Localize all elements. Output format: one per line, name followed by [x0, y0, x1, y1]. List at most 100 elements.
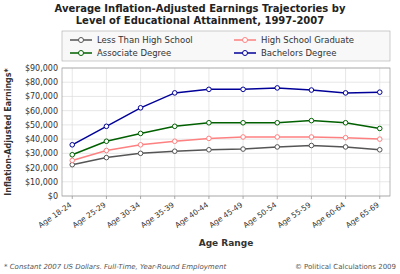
title-line: Average Inflation-Adjusted Earnings Traj…	[55, 3, 346, 14]
x-grid	[72, 68, 73, 196]
series-marker	[207, 136, 212, 141]
series-marker	[104, 155, 109, 160]
title-line: Level of Educational Attainment, 1997-20…	[76, 15, 325, 26]
x-grid	[106, 68, 107, 196]
series-marker	[172, 124, 177, 129]
series-marker	[275, 145, 280, 150]
series-marker	[207, 120, 212, 125]
series-marker	[207, 87, 212, 92]
x-grid	[311, 68, 312, 196]
series-marker	[377, 137, 382, 142]
series-marker	[138, 143, 143, 148]
series-marker	[241, 135, 246, 140]
x-tick	[208, 196, 209, 199]
y-tick-label: $0	[48, 192, 58, 201]
legend: Less Than High School High School Graduat…	[62, 31, 390, 61]
y-grid	[62, 167, 390, 168]
series-marker	[309, 135, 314, 140]
legend-frame	[62, 31, 390, 61]
x-tick	[72, 196, 73, 199]
legend-marker	[79, 51, 84, 56]
series-marker	[104, 124, 109, 129]
legend-marker	[243, 51, 248, 56]
legend-marker	[243, 38, 248, 43]
series-line	[72, 88, 380, 145]
y-tick-label: $20,000	[25, 164, 58, 173]
x-tick-label: Age 25-29	[71, 200, 108, 230]
series-line	[72, 137, 380, 160]
x-tick	[243, 196, 244, 199]
series-marker	[241, 87, 246, 92]
y-grid	[62, 110, 390, 111]
series-marker	[377, 147, 382, 152]
series-marker	[138, 131, 143, 136]
y-tick-label: $30,000	[25, 149, 58, 158]
y-tick-label: $70,000	[25, 92, 58, 101]
series-marker	[377, 90, 382, 95]
series-marker	[309, 88, 314, 93]
series-marker	[70, 143, 75, 148]
series-marker	[172, 91, 177, 96]
series-marker	[275, 135, 280, 140]
legend-marker	[79, 38, 84, 43]
series-marker	[343, 91, 348, 96]
y-grid	[62, 96, 390, 97]
series-marker	[70, 158, 75, 163]
axes: $0 $10,000 $20,000 $30,000 $40,000 $50,000 $60…	[25, 64, 390, 230]
y-axis-label: Inflation-Adjusted Earnings*	[4, 67, 13, 195]
series-marker	[275, 120, 280, 125]
x-tick-label: Age 45-49	[207, 200, 244, 230]
title: Average Inflation-Adjusted Earnings Traj…	[55, 3, 346, 26]
y-tick-label: $80,000	[25, 78, 58, 87]
series-marker	[172, 139, 177, 144]
y-tick-label: $90,000	[25, 64, 58, 73]
x-tick	[140, 196, 141, 199]
x-tick-label: Age 18-24	[37, 200, 74, 230]
x-tick-label: Age 35-39	[139, 200, 176, 230]
x-tick-label: Age 65-69	[344, 200, 381, 230]
series-line	[72, 121, 380, 155]
series-marker	[275, 86, 280, 91]
y-tick-label: $60,000	[25, 107, 58, 116]
y-tick-label: $10,000	[25, 178, 58, 187]
legend-label: Associate Degree	[97, 48, 171, 58]
legend-label: Less Than High School	[97, 35, 193, 45]
series-marker	[104, 148, 109, 153]
x-tick	[345, 196, 346, 199]
series-marker	[343, 145, 348, 150]
series-marker	[241, 120, 246, 125]
series-marker	[241, 147, 246, 152]
y-tick-label: $40,000	[25, 135, 58, 144]
x-tick	[106, 196, 107, 199]
x-grid	[174, 68, 175, 196]
footnote: * Constant 2007 US Dollars. Full-Time, Y…	[4, 263, 226, 271]
plot-frame	[62, 68, 390, 196]
series-marker	[309, 143, 314, 148]
x-tick-label: Age 40-44	[173, 200, 210, 230]
x-tick	[379, 196, 380, 199]
chart: Average Inflation-Adjusted Earnings Traj…	[0, 0, 400, 274]
series-marker	[70, 152, 75, 157]
x-grid	[345, 68, 346, 196]
x-tick	[277, 196, 278, 199]
x-tick-label: Age 30-34	[105, 200, 142, 230]
series-marker	[377, 126, 382, 131]
legend-label: High School Graduate	[261, 35, 354, 45]
series-marker	[138, 151, 143, 156]
x-tick-label: Age 50-54	[242, 200, 279, 230]
series-marker	[138, 106, 143, 111]
x-tick	[174, 196, 175, 199]
y-grid	[62, 153, 390, 154]
y-grid	[62, 181, 390, 182]
series-marker	[343, 120, 348, 125]
x-tick	[311, 196, 312, 199]
series-marker	[172, 149, 177, 154]
series-marker	[309, 118, 314, 123]
series-marker	[343, 135, 348, 140]
copyright: © Political Calculations 2009	[295, 263, 396, 271]
series-marker	[104, 139, 109, 144]
x-axis-label: Age Range	[199, 238, 254, 248]
y-tick-label: $50,000	[25, 121, 58, 130]
data	[70, 86, 382, 167]
x-tick-label: Age 55-59	[276, 200, 313, 230]
